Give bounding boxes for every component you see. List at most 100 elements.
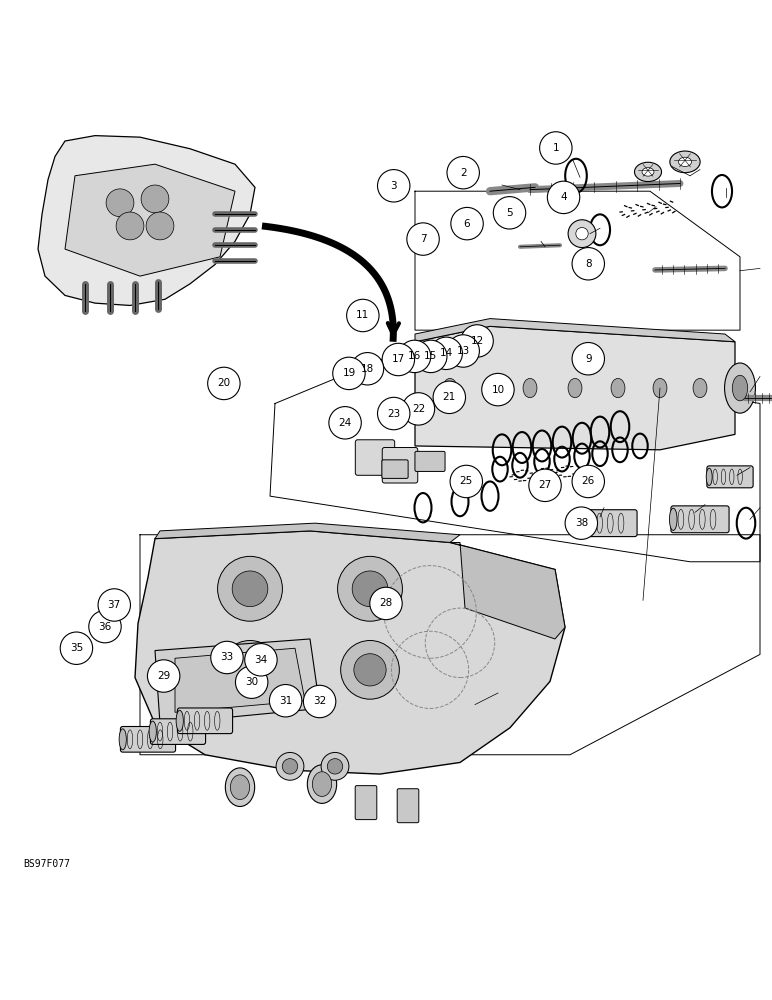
Ellipse shape [225,768,255,806]
Circle shape [415,340,447,373]
Text: 8: 8 [585,259,591,269]
Circle shape [493,197,526,229]
Circle shape [482,373,514,406]
Circle shape [354,654,386,686]
Text: 33: 33 [220,652,234,662]
Text: 10: 10 [491,385,505,395]
FancyBboxPatch shape [151,719,205,744]
Circle shape [347,299,379,332]
Text: 23: 23 [387,409,401,419]
Ellipse shape [669,508,677,530]
Text: 19: 19 [342,368,356,378]
Circle shape [576,227,588,240]
Circle shape [327,759,343,774]
Circle shape [303,685,336,718]
Text: 13: 13 [456,346,470,356]
Circle shape [378,397,410,430]
Circle shape [276,752,304,780]
FancyBboxPatch shape [415,451,445,471]
Circle shape [211,641,243,674]
Text: 6: 6 [464,219,470,229]
Ellipse shape [577,512,585,534]
FancyBboxPatch shape [120,727,175,752]
Text: 14: 14 [439,348,453,358]
Polygon shape [415,326,735,450]
Ellipse shape [313,772,332,796]
FancyBboxPatch shape [355,440,394,475]
Circle shape [398,340,431,373]
Text: BS97F077: BS97F077 [23,859,70,869]
Text: 29: 29 [157,671,171,681]
FancyBboxPatch shape [382,448,418,483]
Circle shape [568,220,596,248]
Polygon shape [135,531,565,774]
Circle shape [407,223,439,255]
FancyBboxPatch shape [707,466,753,488]
Circle shape [447,335,479,367]
Text: 15: 15 [424,351,438,361]
Circle shape [337,556,402,621]
Text: 34: 34 [254,655,268,665]
Ellipse shape [635,162,662,182]
Text: 17: 17 [391,354,405,364]
FancyBboxPatch shape [579,510,637,537]
Ellipse shape [176,710,183,731]
Ellipse shape [706,468,712,485]
Ellipse shape [670,151,700,173]
Ellipse shape [679,157,692,166]
Circle shape [146,212,174,240]
Circle shape [540,132,572,164]
Text: 7: 7 [420,234,426,244]
FancyBboxPatch shape [355,786,377,820]
Text: 21: 21 [442,392,456,402]
Polygon shape [155,523,460,542]
Ellipse shape [725,363,756,413]
Text: 18: 18 [361,364,374,374]
Polygon shape [38,136,255,305]
Circle shape [221,641,279,699]
Circle shape [208,367,240,400]
Ellipse shape [149,721,157,742]
Polygon shape [155,639,320,724]
Circle shape [340,641,399,699]
Circle shape [218,556,283,621]
FancyBboxPatch shape [382,460,408,478]
Circle shape [547,181,580,214]
Text: 4: 4 [560,192,567,202]
Circle shape [269,685,302,717]
Ellipse shape [653,378,667,398]
Circle shape [402,393,435,425]
Ellipse shape [693,378,707,398]
Circle shape [450,465,482,498]
Text: 36: 36 [98,622,112,632]
Circle shape [447,156,479,189]
Polygon shape [175,648,305,712]
Ellipse shape [611,378,625,398]
Text: 27: 27 [538,480,552,490]
Text: 22: 22 [411,404,425,414]
Circle shape [433,381,466,414]
Text: 3: 3 [391,181,397,191]
Circle shape [451,207,483,240]
Polygon shape [450,542,565,639]
FancyBboxPatch shape [671,506,729,533]
Circle shape [370,587,402,620]
Polygon shape [65,164,235,276]
Text: 38: 38 [574,518,588,528]
Ellipse shape [357,445,392,470]
Circle shape [351,353,384,385]
Ellipse shape [119,729,127,750]
Text: 37: 37 [107,600,121,610]
Ellipse shape [568,378,582,398]
Text: 20: 20 [217,378,231,388]
Text: 30: 30 [245,677,259,687]
Text: 9: 9 [585,354,591,364]
Circle shape [425,343,435,354]
Text: 2: 2 [460,168,466,178]
Text: 24: 24 [338,418,352,428]
Circle shape [245,644,277,676]
Ellipse shape [230,775,249,800]
Text: 12: 12 [470,336,484,346]
Text: 32: 32 [313,696,327,706]
Text: 5: 5 [506,208,513,218]
